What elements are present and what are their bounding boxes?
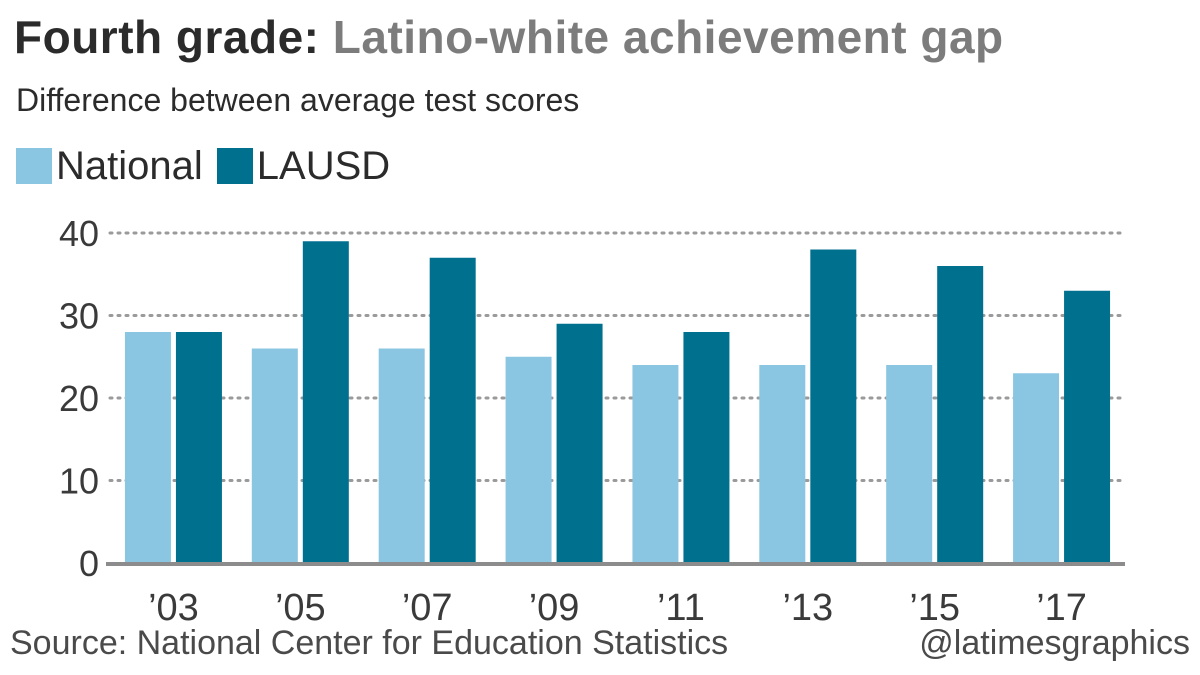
bar-national-7 — [1013, 373, 1060, 563]
x-tick-label: ’09 — [529, 587, 580, 629]
bar-national-2 — [378, 348, 425, 563]
x-tick-label: ’17 — [1036, 587, 1087, 629]
legend-swatch-lausd — [216, 148, 253, 184]
bar-national-3 — [505, 356, 552, 563]
bar-national-5 — [759, 365, 806, 563]
y-tick-label: 10 — [59, 461, 99, 502]
bar-national-6 — [886, 365, 933, 563]
credit-handle: @latimesgraphics — [919, 624, 1190, 662]
title-rest: Latino-white achievement gap — [332, 11, 1004, 63]
x-tick-label: ’15 — [909, 587, 960, 629]
y-tick-label: 30 — [59, 296, 99, 337]
chart-subtitle: Difference between average test scores — [16, 82, 580, 118]
bars — [124, 241, 1111, 563]
source-note: Source: National Center for Education St… — [10, 624, 729, 662]
bar-lausd-7 — [1064, 290, 1111, 563]
y-axis-ticks: 0 10 20 30 40 — [59, 213, 99, 584]
y-tick-label: 40 — [59, 213, 99, 254]
y-tick-label: 0 — [79, 543, 99, 584]
y-tick-label: 20 — [59, 378, 99, 419]
legend-item-lausd: LAUSD — [216, 144, 391, 188]
bar-lausd-3 — [556, 323, 603, 563]
x-tick-label: ’03 — [148, 587, 199, 629]
bar-national-1 — [251, 348, 298, 563]
x-tick-label: ’11 — [657, 587, 705, 629]
x-tick-label: ’13 — [782, 587, 833, 629]
bar-lausd-1 — [302, 241, 349, 563]
bar-national-4 — [632, 365, 679, 563]
bar-lausd-6 — [937, 266, 984, 563]
bar-national-0 — [124, 332, 171, 563]
chart-footer: Source: National Center for Education St… — [10, 626, 1190, 660]
bar-lausd-0 — [175, 332, 222, 563]
legend-label-lausd: LAUSD — [256, 144, 391, 188]
x-axis-ticks: ’03 ’05 ’07 ’09 ’11 ’13 ’15 ’17 — [148, 587, 1087, 629]
legend-label-national: National — [56, 144, 203, 188]
legend-swatch-national — [16, 148, 52, 184]
bar-lausd-2 — [429, 257, 476, 563]
chart-legend: National LAUSD — [16, 146, 404, 186]
bar-lausd-4 — [683, 332, 730, 563]
x-tick-label: ’07 — [402, 587, 453, 629]
legend-item-national: National — [16, 146, 203, 186]
bar-lausd-5 — [810, 249, 857, 563]
x-tick-label: ’05 — [275, 587, 326, 629]
chart-title: Fourth grade: Latino-white achievement g… — [14, 14, 1004, 60]
title-lead: Fourth grade: — [14, 11, 320, 63]
